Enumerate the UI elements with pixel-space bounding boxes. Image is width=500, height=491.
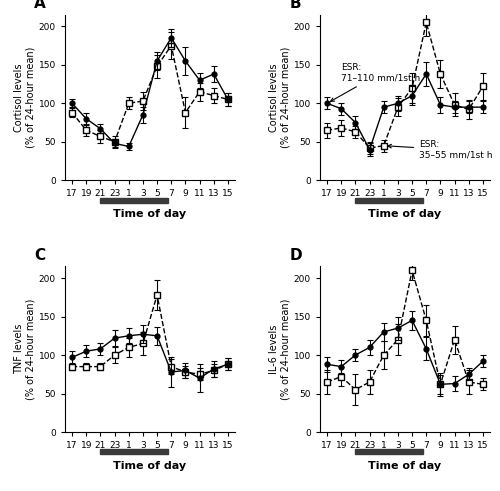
- Text: B: B: [290, 0, 301, 11]
- Text: ESR:
71–110 mm/1st h: ESR: 71–110 mm/1st h: [330, 63, 420, 101]
- FancyBboxPatch shape: [100, 449, 168, 455]
- FancyBboxPatch shape: [356, 449, 424, 455]
- FancyBboxPatch shape: [100, 198, 168, 203]
- Text: C: C: [34, 248, 46, 263]
- Text: D: D: [290, 248, 302, 263]
- X-axis label: Time of day: Time of day: [368, 461, 442, 471]
- X-axis label: Time of day: Time of day: [114, 210, 186, 219]
- Text: A: A: [34, 0, 46, 11]
- Y-axis label: Cortisol levels
(% of 24-hour mean): Cortisol levels (% of 24-hour mean): [270, 47, 291, 148]
- Y-axis label: IL-6 levels
(% of 24-hour mean): IL-6 levels (% of 24-hour mean): [270, 299, 291, 400]
- X-axis label: Time of day: Time of day: [114, 461, 186, 471]
- Y-axis label: TNF levels
(% of 24-hour mean): TNF levels (% of 24-hour mean): [14, 299, 36, 400]
- Text: ESR:
35–55 mm/1st h: ESR: 35–55 mm/1st h: [388, 140, 492, 160]
- X-axis label: Time of day: Time of day: [368, 210, 442, 219]
- Y-axis label: Cortisol levels
(% of 24-hour mean): Cortisol levels (% of 24-hour mean): [14, 47, 36, 148]
- FancyBboxPatch shape: [356, 198, 424, 203]
